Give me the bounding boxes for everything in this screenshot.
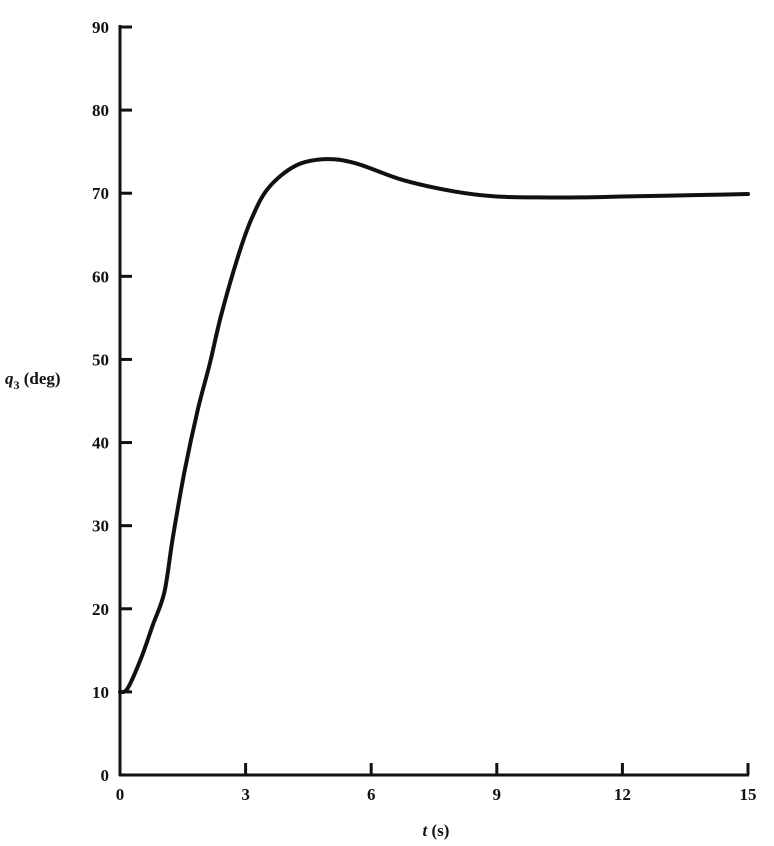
y-tick-label: 40	[92, 434, 109, 453]
x-tick-label: 6	[367, 785, 376, 804]
y-tick-label: 20	[92, 600, 109, 619]
x-axis-label: t (s)	[423, 821, 450, 840]
y-tick-label: 80	[92, 101, 109, 120]
x-ticks: 0 3 6 9 12 15	[116, 763, 757, 804]
x-tick-label: 0	[116, 785, 125, 804]
y-ticks: 0 10 20 30 40 50 60 70 80 90	[92, 18, 132, 785]
x-tick-label: 3	[241, 785, 250, 804]
x-tick-label: 12	[614, 785, 631, 804]
series-line	[118, 157, 750, 695]
y-tick-label: 90	[92, 18, 109, 37]
y-tick-label: 70	[92, 184, 109, 203]
axes	[118, 25, 749, 777]
y-axis-label-unit: (deg)	[20, 369, 61, 388]
y-tick-label: 10	[92, 683, 109, 702]
y-axis-label-var: q	[5, 369, 14, 388]
y-tick-label: 60	[92, 267, 109, 286]
y-tick-label: 30	[92, 517, 109, 536]
x-tick-label: 9	[493, 785, 502, 804]
y-axis-label-sub: 3	[14, 378, 20, 392]
y-axis-label: q3 (deg)	[5, 369, 61, 392]
y-tick-label: 0	[101, 766, 110, 785]
y-tick-label: 50	[92, 350, 109, 369]
x-tick-label: 15	[740, 785, 757, 804]
